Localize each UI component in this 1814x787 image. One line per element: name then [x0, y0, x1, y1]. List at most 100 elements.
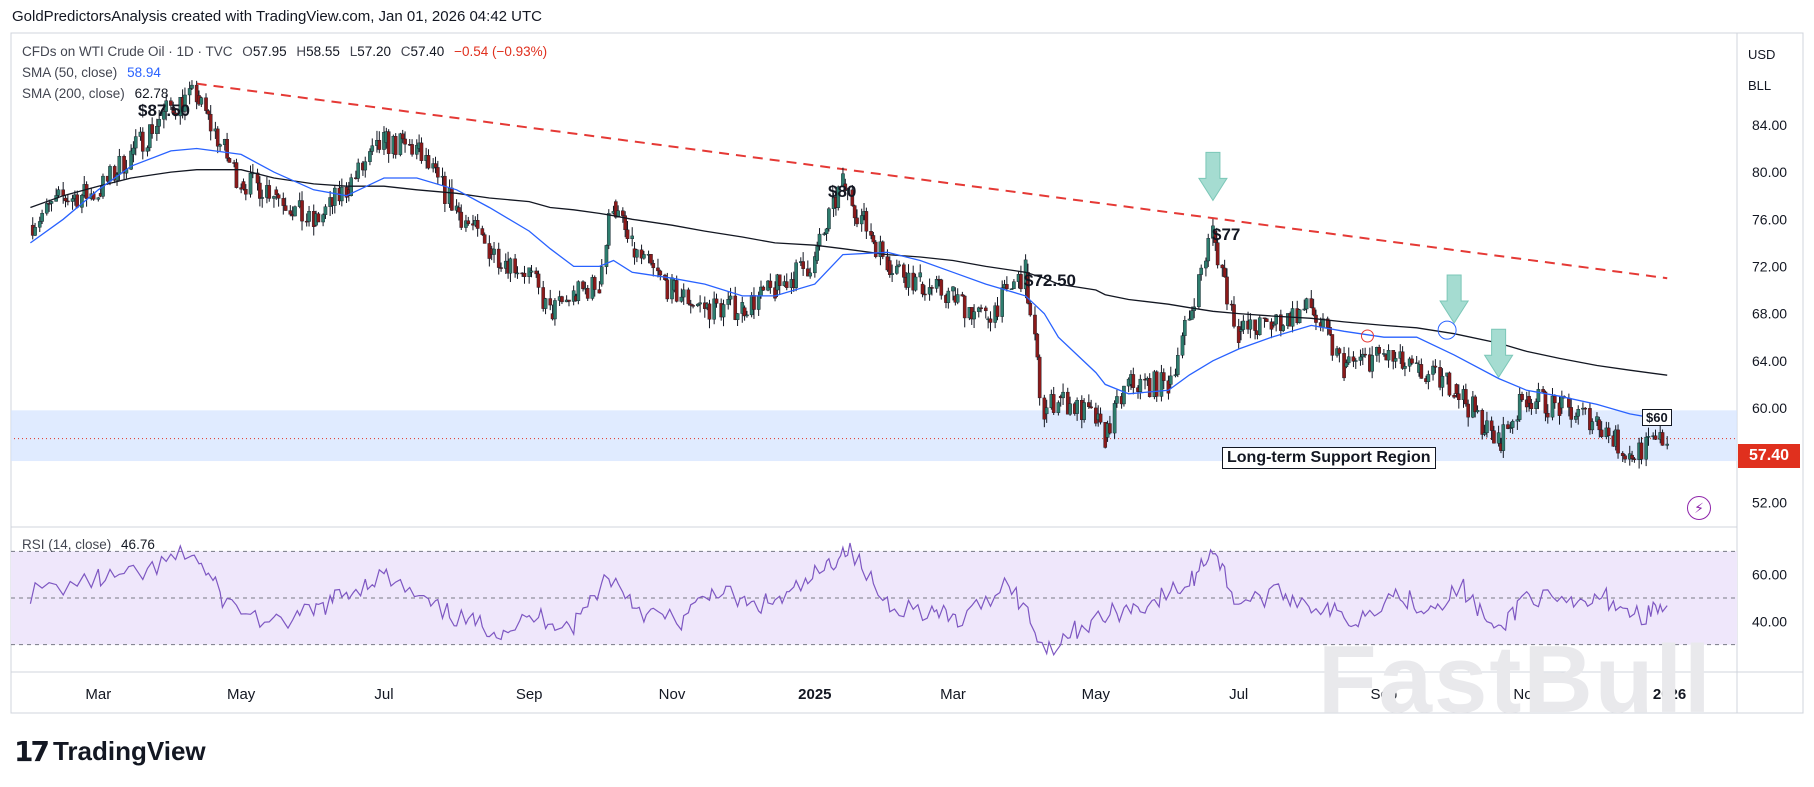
support-region-band	[11, 410, 1737, 462]
candle-up	[1496, 432, 1501, 444]
legend-low: 57.20	[357, 44, 391, 59]
legend-sma200-row[interactable]: SMA (200, close) 62.78	[22, 86, 168, 101]
candle-up	[1197, 274, 1201, 308]
legend-rsi-value: 46.76	[121, 537, 155, 552]
candle-down	[1363, 353, 1367, 356]
candle-up	[49, 201, 54, 204]
candle-up	[679, 296, 684, 302]
candle-up	[1393, 358, 1398, 362]
candle-down	[433, 163, 438, 168]
candle-down	[623, 215, 627, 231]
candle-down	[1492, 430, 1496, 444]
candle-down	[1019, 274, 1023, 290]
candle-up	[1159, 372, 1164, 397]
candle-up	[1501, 424, 1506, 451]
candle-up	[808, 272, 812, 277]
annotation-label: $87.50	[138, 101, 190, 120]
rsi-tick-label: 40.00	[1752, 613, 1787, 629]
candle-up	[333, 187, 337, 206]
candle-down	[1473, 396, 1477, 413]
candle-down	[1454, 384, 1459, 394]
candle-up	[1176, 355, 1180, 375]
candle-down	[316, 213, 321, 223]
candle-down	[1377, 347, 1381, 354]
candle-down	[1545, 413, 1550, 418]
candle-up	[841, 173, 845, 188]
candle-down	[1480, 410, 1485, 435]
candle-up	[1168, 375, 1173, 385]
legend-rsi-row[interactable]: RSI (14, close) 46.76	[22, 537, 155, 552]
candle-down	[988, 318, 993, 323]
candle-up	[398, 133, 403, 155]
candle-up	[1274, 314, 1278, 325]
candle-down	[1447, 372, 1452, 396]
candle-up	[1346, 356, 1351, 364]
candle-down	[850, 189, 855, 206]
candle-up	[368, 151, 372, 162]
price-tick-label: 84.00	[1752, 117, 1787, 133]
legend-rsi-label: RSI (14, close)	[22, 537, 112, 552]
candle-up	[1199, 267, 1204, 275]
candle-up	[635, 249, 639, 258]
currency-button[interactable]: USD	[1748, 47, 1776, 62]
price-tick-label: 60.00	[1752, 400, 1787, 416]
candle-up	[190, 84, 194, 89]
candle-up	[529, 270, 534, 273]
candle-down	[171, 107, 176, 114]
candle-down	[1524, 399, 1529, 408]
candle-down	[962, 295, 967, 319]
tradingview-logo[interactable]: 17 TradingView	[14, 735, 206, 768]
candle-up	[606, 213, 611, 246]
candle-down	[288, 210, 293, 215]
candle-up	[33, 227, 37, 236]
candle-down	[614, 201, 618, 218]
candle-up	[1190, 310, 1194, 320]
candle-up	[1550, 395, 1555, 418]
candle-up	[1414, 362, 1419, 364]
candle-down	[651, 263, 656, 269]
legend-sma50-row[interactable]: SMA (50, close) 58.94	[22, 65, 161, 80]
last-price-tag: 57.40	[1738, 444, 1800, 468]
candle-up	[1068, 403, 1072, 415]
candle-up	[492, 248, 496, 255]
candle-up	[599, 266, 604, 285]
candle-down	[674, 280, 679, 302]
candle-up	[1082, 402, 1086, 420]
candle-up	[1122, 385, 1126, 405]
candle-down	[169, 100, 173, 106]
candle-up	[1112, 403, 1117, 434]
price-tick-label: 76.00	[1752, 211, 1787, 227]
tradingview-wordmark: TradingView	[52, 736, 206, 766]
legend-sma50-value: 58.94	[127, 65, 161, 80]
candle-down	[1541, 389, 1545, 393]
candle-up	[508, 258, 513, 274]
unit-button[interactable]: BLL	[1748, 78, 1772, 93]
candle-down	[1264, 318, 1269, 322]
candle-down	[1653, 435, 1658, 440]
candle-down	[733, 295, 738, 320]
legend-symbol-row: CFDs on WTI Crude Oil · 1D · TVC O57.95 …	[22, 44, 547, 59]
candle-down	[499, 267, 503, 269]
candle-down	[1597, 419, 1602, 431]
candle-down	[707, 303, 712, 320]
candle-up	[44, 203, 49, 214]
candle-down	[255, 172, 260, 184]
lightning-icon[interactable]: ⚡	[1687, 496, 1711, 520]
support-region-label: Long-term Support Region	[1222, 447, 1436, 469]
candle-up	[1475, 410, 1480, 413]
candle-down	[688, 303, 693, 306]
candle-up	[815, 246, 819, 261]
candle-down	[1567, 397, 1571, 408]
candle-down	[466, 220, 471, 224]
candle-up	[1257, 317, 1262, 335]
candle-up	[70, 198, 75, 202]
candle-down	[534, 270, 538, 275]
rsi-tick-label: 60.00	[1752, 567, 1787, 583]
candle-up	[1358, 356, 1363, 361]
candle-down	[1215, 242, 1220, 266]
rsi-line	[29, 542, 1668, 657]
down-arrow-icon	[1483, 328, 1514, 379]
candle-up	[131, 147, 136, 155]
candle-down	[581, 281, 585, 290]
